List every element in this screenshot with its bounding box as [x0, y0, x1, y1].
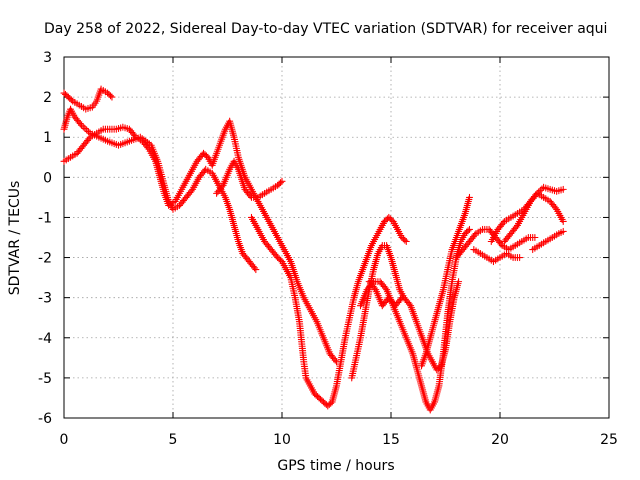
- y-tick-label: 3: [43, 50, 52, 66]
- data-point: [316, 395, 325, 403]
- data-point: [318, 397, 326, 405]
- series-satellite-track-4: [213, 157, 286, 201]
- series-satellite-track-14: [529, 227, 567, 254]
- series-satellite-track-1: [60, 85, 116, 113]
- data-point: [324, 402, 332, 410]
- series-satellite-track-11: [470, 245, 524, 266]
- x-tick-label: 0: [60, 432, 69, 448]
- x-tick-label: 20: [491, 432, 509, 448]
- data-point: [106, 92, 115, 100]
- data-point: [531, 233, 539, 242]
- data-point: [559, 217, 567, 226]
- data-point: [66, 94, 74, 102]
- y-axis-label: SDTVAR / TECUs: [7, 181, 23, 296]
- y-tick-label: -3: [38, 291, 52, 307]
- series-satellite-track-9: [417, 193, 474, 370]
- series-group: [60, 85, 567, 414]
- x-axis-label: GPS time / hours: [277, 458, 394, 474]
- data-point: [319, 398, 327, 406]
- data-point: [321, 399, 329, 407]
- x-tick-label: 25: [600, 432, 618, 448]
- x-tick-label: 15: [382, 432, 400, 448]
- data-point: [464, 227, 472, 235]
- data-point: [401, 236, 409, 244]
- data-point: [108, 93, 116, 101]
- series-satellite-track-8: [365, 278, 406, 310]
- data-point: [325, 401, 333, 409]
- x-tick-label: 5: [169, 432, 178, 448]
- data-point: [275, 255, 283, 263]
- data-point: [275, 180, 283, 188]
- data-point: [61, 90, 70, 98]
- series-satellite-track-7: [356, 225, 474, 414]
- data-point: [60, 89, 68, 97]
- data-point: [398, 294, 406, 302]
- data-point: [516, 254, 524, 262]
- data-point: [63, 92, 71, 100]
- data-point: [276, 179, 285, 187]
- data-point: [402, 237, 410, 246]
- y-tick-label: -5: [38, 371, 52, 387]
- y-tick-label: 0: [43, 170, 52, 186]
- y-tick-label: 1: [43, 130, 52, 146]
- data-point: [465, 193, 474, 201]
- data-point: [64, 93, 72, 101]
- y-tick-labels: 3 2 1 0 -1 -2 -3 -4 -5 -6: [38, 50, 52, 427]
- data-point: [455, 278, 463, 286]
- data-point: [252, 266, 260, 274]
- y-tick-label: -1: [38, 210, 52, 226]
- x-tick-label: 10: [273, 432, 291, 448]
- series-satellite-track-5: [247, 213, 410, 410]
- series-satellite-track-13: [500, 189, 567, 246]
- data-point: [314, 393, 322, 401]
- y-tick-label: -2: [38, 251, 52, 267]
- grid: [64, 57, 609, 418]
- data-point: [278, 177, 286, 185]
- y-tick-label: -4: [38, 331, 52, 347]
- data-point: [386, 215, 394, 223]
- plot-frame: [63, 56, 610, 419]
- data-point: [559, 227, 567, 236]
- data-point: [105, 90, 113, 98]
- data-point: [465, 225, 474, 234]
- data-point: [559, 185, 567, 193]
- y-tick-label: 2: [43, 90, 52, 106]
- axis-ticks: [63, 56, 610, 419]
- y-tick-label: -6: [38, 411, 52, 427]
- data-point: [67, 96, 75, 104]
- x-tick-labels: 0 5 10 15 20 25: [60, 432, 618, 448]
- series-satellite-track-3: [60, 117, 341, 366]
- data-point: [315, 394, 323, 402]
- chart-title: Day 258 of 2022, Sidereal Day-to-day VTE…: [44, 21, 607, 37]
- series-satellite-track-10: [452, 225, 539, 262]
